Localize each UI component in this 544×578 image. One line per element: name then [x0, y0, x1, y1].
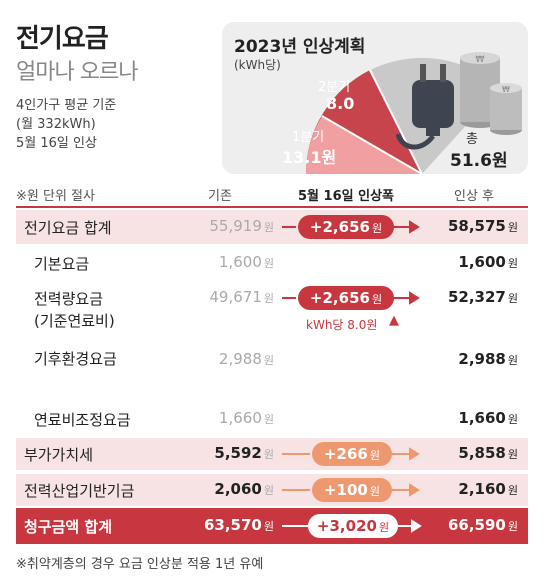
row-label: 연료비조정요금: [34, 411, 131, 429]
col-header-change: 5월 16일 인상폭: [298, 189, 394, 204]
svg-text:₩: ₩: [476, 55, 485, 65]
row-label: 전력량요금: [34, 290, 104, 308]
col-header-before: 기존: [208, 189, 232, 204]
value-after: 1,600 원: [458, 253, 518, 271]
table-row: 전력량요금 (기준연료비) 49,671 원 52,327 원 +2,656 원 kW…: [16, 284, 528, 344]
change-pill: +3,020 원: [308, 514, 398, 538]
value-before: 55,919 원: [209, 217, 274, 235]
unit-note: ※원 단위 절사: [16, 189, 95, 204]
table-row: 기본요금 1,600 원 1,600 원: [16, 248, 528, 278]
value-before: 2,060 원: [214, 480, 274, 498]
table-row-total: 청구금액 합계 63,570 원 66,590 원 +3,020 원: [16, 508, 528, 544]
value-after: 5,858 원: [458, 444, 518, 462]
table-row: 전기요금 합계 55,919 원 58,575 원 +2,656 원: [16, 210, 528, 244]
value-after: 1,660 원: [458, 409, 518, 427]
value-before: 5,592 원: [214, 444, 274, 462]
row-label: 청구금액 합계: [24, 518, 113, 536]
rate-plan-card: ₩ ₩ 2023년 인상계획 (kWh당) 2분기 8.0 1분기 13.1원 …: [222, 22, 528, 174]
q1-label: 1분기: [292, 130, 325, 145]
change-note: kWh당 8.0원: [306, 318, 378, 332]
change-pill: +100 원: [312, 478, 392, 502]
info-line-date: 5월 16일 인상: [16, 136, 97, 151]
up-arrow-icon: ▲: [389, 313, 399, 328]
row-label: 전력산업기반기금: [24, 482, 135, 500]
q2-label: 2분기: [318, 80, 351, 95]
change-pill: +266 원: [312, 442, 392, 466]
value-after: 2,988 원: [458, 350, 518, 368]
footnote: ※취약계층의 경우 요금 인상분 적용 1년 유예: [16, 557, 264, 572]
col-header-after: 인상 후: [454, 189, 495, 204]
page-subtitle: 얼마나 오르나: [16, 60, 138, 85]
svg-text:₩: ₩: [502, 85, 510, 94]
change-pill: +2,656 원: [298, 215, 394, 239]
value-before: 2,988 원: [218, 350, 274, 368]
chart-title: 2023년 인상계획: [234, 37, 366, 57]
value-before: 1,600 원: [218, 253, 274, 271]
table-row: 부가가치세 5,592 원 5,858 원 +266 원: [16, 438, 528, 470]
rate-plan-chart: ₩ ₩: [305, 52, 522, 174]
table-row: 연료비조정요금 1,660 원 1,660 원: [16, 404, 528, 438]
row-label: 전기요금 합계: [24, 219, 112, 237]
pie-slice-q1: [306, 116, 422, 174]
page-title: 전기요금: [16, 24, 109, 54]
value-before: 63,570 원: [203, 516, 274, 534]
row-label: 기후환경요금: [34, 350, 117, 368]
table-row: 전력산업기반기금 2,060 원 2,160 원 +100 원: [16, 474, 528, 506]
info-line-household: 4인가구 평균 기준: [16, 98, 117, 113]
total-label: 총: [466, 132, 478, 147]
value-after: 2,160 원: [458, 480, 518, 498]
coin-stack-icon: ₩ ₩: [460, 52, 522, 135]
plug-icon: [395, 64, 454, 150]
value-before: 1,660 원: [218, 409, 274, 427]
value-before: 49,671 원: [209, 288, 274, 306]
table-row: 기후환경요금 2,988 원 2,988 원: [16, 344, 528, 404]
table-header: ※원 단위 절사 기존 5월 16일 인상폭 인상 후: [16, 182, 528, 206]
q1-value: 13.1원: [282, 148, 337, 167]
change-pill: +2,656 원: [298, 286, 394, 310]
row-label: 기본요금: [34, 255, 90, 273]
header-divider: [16, 206, 528, 208]
row-label: 부가가치세: [24, 446, 94, 464]
value-after: 66,590 원: [447, 516, 518, 534]
value-after: 52,327 원: [447, 288, 518, 306]
q2-value: 8.0: [326, 94, 355, 113]
total-value: 51.6원: [450, 151, 508, 171]
chart-unit: (kWh당): [234, 58, 281, 72]
value-after: 58,575 원: [447, 217, 518, 235]
info-line-usage: (월 332kWh): [16, 117, 96, 132]
row-label-sub: (기준연료비): [34, 312, 115, 330]
